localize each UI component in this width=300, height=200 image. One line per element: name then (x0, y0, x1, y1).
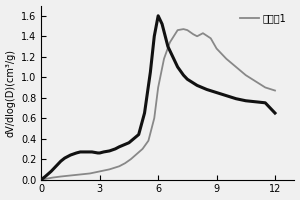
对比例1 (254, 80, 257, 83)
对比例1 (98, 170, 102, 173)
对比例1 (176, 29, 179, 31)
对比例1 (244, 74, 247, 76)
对比例1 (79, 173, 82, 176)
对比例1 (273, 89, 277, 92)
对比例1 (59, 175, 63, 178)
对比例1 (209, 37, 212, 40)
对比例1 (263, 86, 267, 89)
对比例1 (201, 32, 205, 34)
对比例1 (141, 148, 144, 150)
对比例1 (51, 176, 55, 179)
对比例1 (186, 29, 189, 31)
对比例1 (195, 35, 199, 37)
对比例1 (162, 58, 166, 60)
对比例1 (224, 58, 228, 60)
对比例1 (156, 86, 160, 89)
对比例1 (88, 172, 92, 175)
对比例1 (191, 33, 195, 35)
对比例1 (168, 41, 172, 44)
Y-axis label: dV/dlog(D)(cm³/g): dV/dlog(D)(cm³/g) (6, 49, 16, 137)
对比例1 (45, 177, 49, 180)
Legend: 对比例1: 对比例1 (237, 10, 290, 26)
对比例1 (147, 139, 150, 142)
对比例1 (40, 178, 43, 181)
对比例1 (234, 66, 238, 68)
对比例1 (129, 158, 133, 160)
对比例1 (123, 162, 127, 164)
对比例1 (215, 47, 218, 50)
对比例1 (182, 28, 185, 30)
Line: 对比例1: 对比例1 (41, 29, 275, 180)
对比例1 (69, 174, 72, 177)
对比例1 (135, 153, 139, 155)
对比例1 (108, 168, 111, 171)
对比例1 (152, 117, 156, 119)
对比例1 (117, 165, 121, 167)
